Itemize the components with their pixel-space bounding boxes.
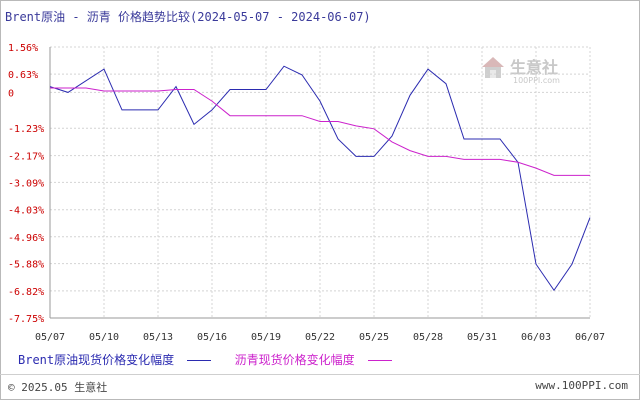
x-tick-label: 05/07: [35, 332, 65, 343]
y-tick-label: -6.82%: [8, 287, 44, 298]
y-tick-label: -3.09%: [8, 178, 44, 189]
legend-swatch-brent: [187, 360, 212, 361]
x-tick-label: 06/03: [521, 332, 551, 343]
legend-item-brent: Brent原油现货价格变化幅度: [18, 351, 212, 368]
y-tick-label: 1.56%: [8, 43, 38, 54]
y-tick-label: -2.17%: [8, 152, 44, 163]
x-tick-label: 06/07: [575, 332, 605, 343]
legend-label-brent: Brent原油现货价格变化幅度: [18, 353, 175, 367]
legend-item-asphalt: 沥青现货价格变化幅度: [235, 351, 392, 368]
watermark-logo-icon: [482, 57, 504, 78]
series-line-brent: [49, 65, 591, 292]
y-tick-label: -1.23%: [8, 124, 44, 135]
y-tick-label: -4.03%: [8, 206, 44, 217]
series-line-asphalt: [50, 87, 590, 176]
x-tick-label: 05/16: [197, 332, 227, 343]
x-tick-label: 05/13: [143, 332, 173, 343]
y-tick-label: -7.75%: [8, 314, 44, 325]
x-tick-label: 05/22: [305, 332, 335, 343]
chart-title: Brent原油 - 沥青 价格趋势比较(2024-05-07 - 2024-06…: [5, 10, 371, 24]
legend: Brent原油现货价格变化幅度 沥青现货价格变化幅度: [18, 351, 408, 368]
footer-copyright: © 2025.05 生意社: [8, 381, 108, 394]
footer-divider: [0, 374, 640, 375]
y-tick-label: -5.88%: [8, 260, 44, 271]
x-tick-label: 05/25: [359, 332, 389, 343]
x-tick-label: 05/28: [413, 332, 443, 343]
legend-label-asphalt: 沥青现货价格变化幅度: [234, 353, 355, 367]
y-tick-label: -4.96%: [8, 233, 44, 244]
footer-url-link[interactable]: www.100PPI.com: [535, 379, 628, 392]
x-tick-label: 05/10: [89, 332, 119, 343]
watermark-name: 生意社: [510, 58, 559, 77]
legend-swatch-asphalt: [367, 360, 392, 361]
line-chart: 1.56% 0.63% 0 -1.23% -2.17% -3.09% -4.03% -4.96…: [8, 43, 605, 343]
y-tick-label: 0.63%: [8, 70, 38, 81]
y-tick-label: 0: [8, 88, 14, 99]
x-tick-label: 05/31: [467, 332, 497, 343]
x-tick-label: 05/19: [251, 332, 281, 343]
